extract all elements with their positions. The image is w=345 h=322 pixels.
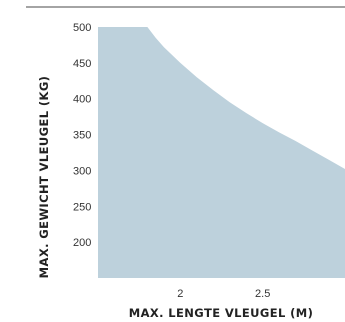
area-layer	[98, 27, 345, 278]
y-tick-label: 400	[73, 94, 91, 106]
x-tick-label: 2	[177, 288, 183, 300]
x-tick-label: 2.5	[255, 288, 270, 300]
y-tick-label: 450	[73, 58, 91, 70]
y-tick-label: 300	[73, 165, 91, 177]
x-tick-labels: 2 2.5	[177, 288, 270, 300]
y-tick-labels: 500 450 400 350 300 250 200	[73, 22, 91, 249]
y-axis-title: MAX. GEWICHT VLEUGEL (KG)	[37, 76, 51, 279]
y-tick-label: 500	[73, 22, 91, 34]
x-axis-title: MAX. LENGTE VLEUGEL (M)	[129, 306, 314, 320]
y-tick-label: 200	[73, 237, 91, 249]
area-series-0	[98, 27, 345, 278]
y-tick-label: 250	[73, 201, 91, 213]
y-tick-label: 350	[73, 130, 91, 142]
